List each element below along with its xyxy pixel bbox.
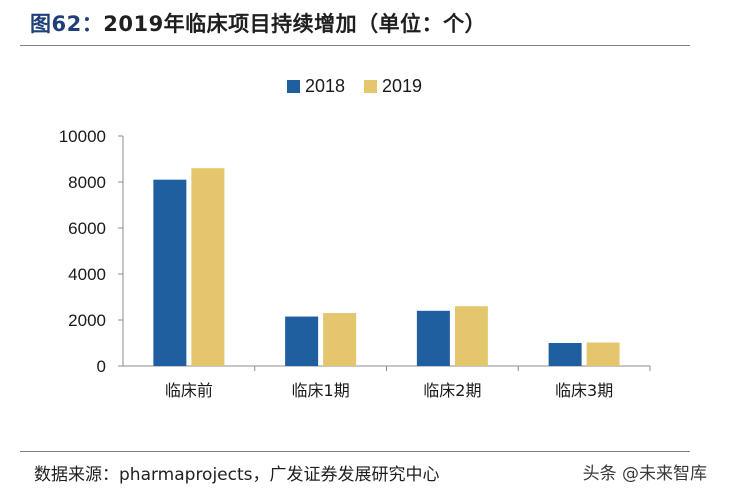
figure-title: 图62：2019年临床项目持续增加（单位：个） <box>30 8 486 38</box>
bar-2018 <box>416 310 450 366</box>
y-tick-label: 0 <box>97 357 106 376</box>
y-tick-label: 2000 <box>68 311 106 330</box>
y-tick-label: 10000 <box>59 127 106 146</box>
legend-label: 2019 <box>382 76 422 96</box>
bar-2019 <box>323 313 357 366</box>
x-category-label: 临床前 <box>165 381 213 400</box>
legend-swatch <box>287 80 300 93</box>
bar-2018 <box>548 343 582 366</box>
x-category-label: 临床3期 <box>555 381 613 400</box>
figure-title-text: 2019年临床项目持续增加（单位：个） <box>103 12 487 36</box>
watermark-text: 头条 @未来智库 <box>582 464 707 484</box>
bar-chart: 0 2000 4000 6000 8000 10000 临床前 临床1期 临床2期 临床3期 201… <box>59 76 651 400</box>
y-tick-label: 6000 <box>68 219 106 238</box>
legend-label: 2018 <box>305 76 345 96</box>
source-note: 数据来源：pharmaprojects，广发证券发展研究中心 <box>34 465 440 485</box>
source-divider <box>20 451 690 452</box>
x-category-label: 临床1期 <box>292 381 350 400</box>
y-tick-label: 4000 <box>68 265 106 284</box>
figure-number: 图62： <box>30 12 104 36</box>
title-divider <box>20 45 690 46</box>
bar-2019 <box>586 342 620 366</box>
x-category-label: 临床2期 <box>423 381 481 400</box>
y-tick-label: 8000 <box>68 173 106 192</box>
bar-2018 <box>285 316 319 366</box>
bar-2018 <box>153 179 187 366</box>
bar-2019 <box>191 168 225 366</box>
bar-2019 <box>454 306 488 366</box>
legend-swatch <box>364 80 377 93</box>
